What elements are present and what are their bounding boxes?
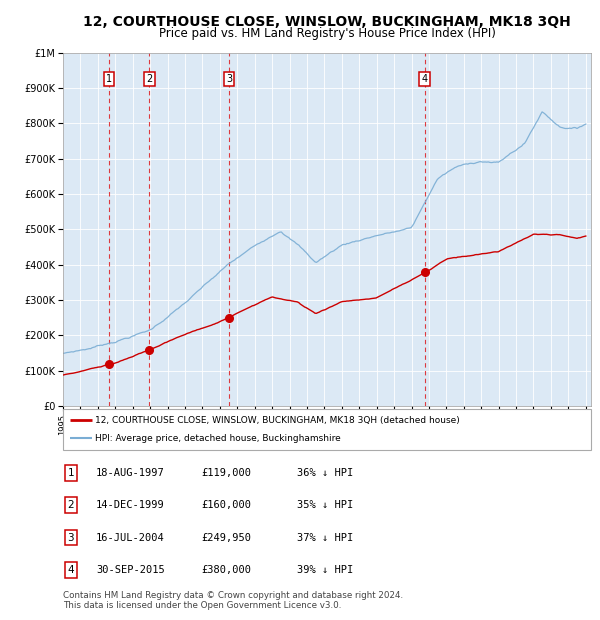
Text: 39% ↓ HPI: 39% ↓ HPI [297,565,353,575]
Text: 2: 2 [67,500,74,510]
Text: 18-AUG-1997: 18-AUG-1997 [96,468,165,478]
Text: 12, COURTHOUSE CLOSE, WINSLOW, BUCKINGHAM, MK18 3QH (detached house): 12, COURTHOUSE CLOSE, WINSLOW, BUCKINGHA… [95,416,460,425]
Text: 3: 3 [226,74,232,84]
Text: 3: 3 [67,533,74,542]
Text: 12, COURTHOUSE CLOSE, WINSLOW, BUCKINGHAM, MK18 3QH: 12, COURTHOUSE CLOSE, WINSLOW, BUCKINGHA… [83,16,571,30]
Text: 36% ↓ HPI: 36% ↓ HPI [297,468,353,478]
Text: £119,000: £119,000 [201,468,251,478]
Text: 4: 4 [67,565,74,575]
Text: 16-JUL-2004: 16-JUL-2004 [96,533,165,542]
Text: 14-DEC-1999: 14-DEC-1999 [96,500,165,510]
Text: 1: 1 [106,74,112,84]
Text: Contains HM Land Registry data © Crown copyright and database right 2024.
This d: Contains HM Land Registry data © Crown c… [63,591,403,610]
Text: 30-SEP-2015: 30-SEP-2015 [96,565,165,575]
Text: £380,000: £380,000 [201,565,251,575]
Text: 1: 1 [67,468,74,478]
Text: 2: 2 [146,74,152,84]
Text: HPI: Average price, detached house, Buckinghamshire: HPI: Average price, detached house, Buck… [95,434,341,443]
Text: 4: 4 [422,74,428,84]
Text: 35% ↓ HPI: 35% ↓ HPI [297,500,353,510]
Text: £160,000: £160,000 [201,500,251,510]
Text: Price paid vs. HM Land Registry's House Price Index (HPI): Price paid vs. HM Land Registry's House … [158,27,496,40]
Text: 37% ↓ HPI: 37% ↓ HPI [297,533,353,542]
Text: £249,950: £249,950 [201,533,251,542]
